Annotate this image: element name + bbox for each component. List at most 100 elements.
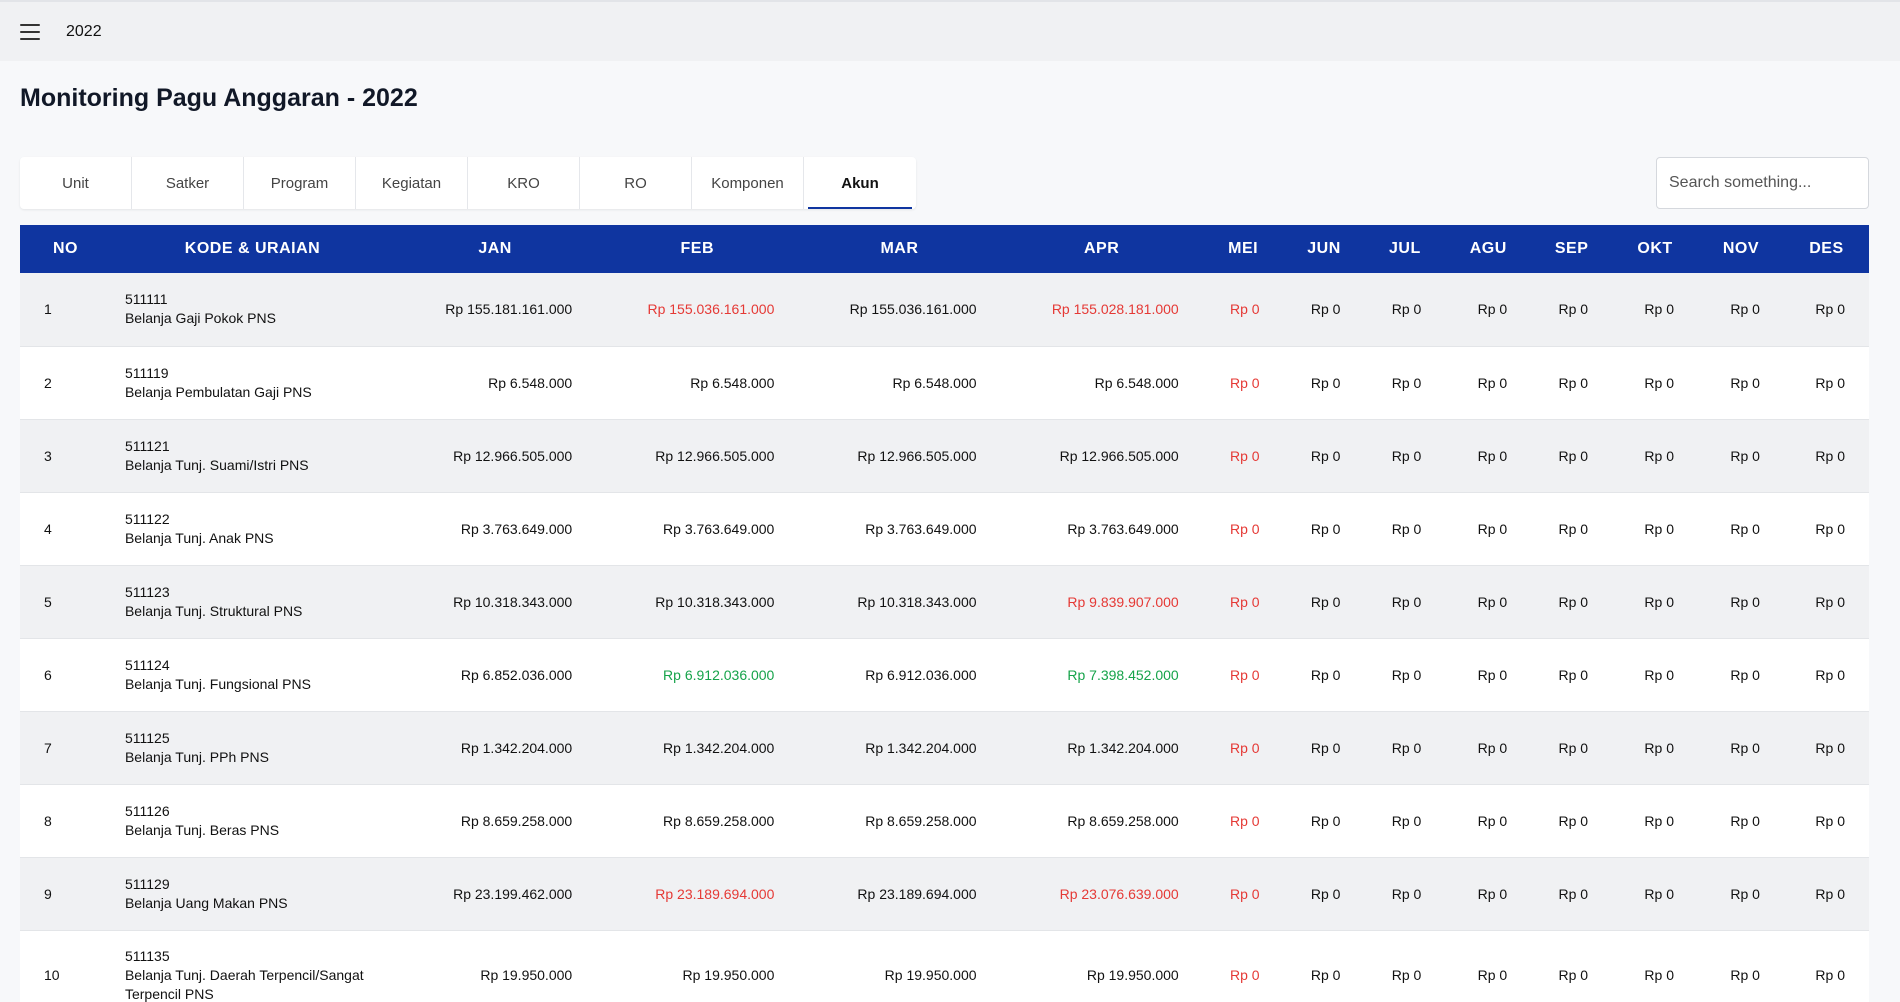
amount-cell: Rp 3.763.649.000	[596, 492, 799, 566]
tab-kegiatan[interactable]: Kegiatan	[356, 157, 468, 209]
amount-cell: Rp 6.548.000	[394, 346, 597, 420]
amount-cell: Rp 0	[1202, 711, 1284, 785]
table-row[interactable]: 7 511125 Belanja Tunj. PPh PNS Rp 1.342.204…	[20, 711, 1869, 785]
amount-cell: Rp 0	[1612, 857, 1698, 931]
tab-bar: Unit Satker Program Kegiatan KRO RO Komponen Ak…	[20, 157, 916, 209]
row-number: 7	[20, 711, 111, 785]
menu-icon[interactable]	[20, 23, 40, 40]
uraian-text: Belanja Gaji Pokok PNS	[124, 310, 276, 327]
amount-cell: Rp 19.950.000	[1000, 930, 1203, 1002]
kode-uraian-cell: 511126 Belanja Tunj. Beras PNS	[110, 784, 395, 858]
amount-cell: Rp 6.548.000	[798, 346, 1001, 420]
amount-cell: Rp 0	[1445, 273, 1532, 347]
amount-cell: Rp 0	[1531, 784, 1613, 858]
column-header[interactable]: JAN	[394, 225, 597, 273]
row-number: 2	[20, 346, 111, 420]
column-header[interactable]: FEB	[596, 225, 799, 273]
table-row[interactable]: 4 511122 Belanja Tunj. Anak PNS Rp 3.763.64…	[20, 492, 1869, 566]
kode-uraian-cell: 511119 Belanja Pembulatan Gaji PNS	[110, 346, 395, 420]
amount-cell: Rp 19.950.000	[798, 930, 1001, 1002]
table-row[interactable]: 2 511119 Belanja Pembulatan Gaji PNS Rp 6.5…	[20, 346, 1869, 420]
kode-text: 511125	[124, 729, 170, 746]
amount-cell: Rp 8.659.258.000	[394, 784, 597, 858]
column-header[interactable]: KODE & URAIAN	[110, 225, 395, 273]
table-row[interactable]: 3 511121 Belanja Tunj. Suami/Istri PNS Rp 1…	[20, 419, 1869, 493]
table-row[interactable]: 5 511123 Belanja Tunj. Struktural PNS Rp 10…	[20, 565, 1869, 639]
table-row[interactable]: 9 511129 Belanja Uang Makan PNS Rp 23.199.4…	[20, 857, 1869, 931]
amount-cell: Rp 0	[1697, 711, 1784, 785]
search-input[interactable]	[1656, 157, 1869, 209]
row-number: 4	[20, 492, 111, 566]
amount-cell: Rp 0	[1783, 565, 1869, 639]
amount-cell: Rp 0	[1612, 930, 1698, 1002]
tab-komponen[interactable]: Komponen	[692, 157, 804, 209]
amount-cell: Rp 0	[1531, 565, 1613, 639]
amount-cell: Rp 0	[1283, 711, 1365, 785]
table-row[interactable]: 8 511126 Belanja Tunj. Beras PNS Rp 8.659.2…	[20, 784, 1869, 858]
amount-cell: Rp 1.342.204.000	[596, 711, 799, 785]
amount-cell: Rp 0	[1202, 857, 1284, 931]
column-header[interactable]: DES	[1783, 225, 1869, 273]
uraian-text: Belanja Tunj. Daerah Terpencil/Sangat Te…	[124, 966, 364, 1002]
tab-program[interactable]: Program	[244, 157, 356, 209]
kode-uraian-cell: 511123 Belanja Tunj. Struktural PNS	[110, 565, 395, 639]
tab-kro[interactable]: KRO	[468, 157, 580, 209]
amount-cell: Rp 3.763.649.000	[1000, 492, 1203, 566]
tab-satker[interactable]: Satker	[132, 157, 244, 209]
tab-unit[interactable]: Unit	[20, 157, 132, 209]
amount-cell: Rp 7.398.452.000	[1000, 638, 1203, 712]
table-row[interactable]: 6 511124 Belanja Tunj. Fungsional PNS Rp 6.…	[20, 638, 1869, 712]
amount-cell: Rp 0	[1445, 419, 1532, 493]
column-header[interactable]: OKT	[1612, 225, 1698, 273]
amount-cell: Rp 0	[1531, 930, 1613, 1002]
amount-cell: Rp 0	[1697, 346, 1784, 420]
row-number: 6	[20, 638, 111, 712]
column-header[interactable]: JUL	[1364, 225, 1446, 273]
column-header[interactable]: MEI	[1202, 225, 1284, 273]
column-header[interactable]: NO	[20, 225, 111, 273]
amount-cell: Rp 0	[1612, 273, 1698, 347]
amount-cell: Rp 0	[1783, 711, 1869, 785]
row-number: 3	[20, 419, 111, 493]
kode-uraian-cell: 511111 Belanja Gaji Pokok PNS	[110, 273, 395, 347]
amount-cell: Rp 155.028.181.000	[1000, 273, 1203, 347]
amount-cell: Rp 0	[1697, 565, 1784, 639]
amount-cell: Rp 0	[1531, 419, 1613, 493]
amount-cell: Rp 0	[1202, 565, 1284, 639]
amount-cell: Rp 23.189.694.000	[798, 857, 1001, 931]
amount-cell: Rp 0	[1202, 346, 1284, 420]
amount-cell: Rp 0	[1697, 930, 1784, 1002]
amount-cell: Rp 0	[1783, 346, 1869, 420]
column-header[interactable]: AGU	[1445, 225, 1532, 273]
table-row[interactable]: 1 511111 Belanja Gaji Pokok PNS Rp 155.181.…	[20, 273, 1869, 347]
amount-cell: Rp 6.912.036.000	[798, 638, 1001, 712]
tab-ro[interactable]: RO	[580, 157, 692, 209]
kode-uraian-cell: 511121 Belanja Tunj. Suami/Istri PNS	[110, 419, 395, 493]
amount-cell: Rp 1.342.204.000	[394, 711, 597, 785]
column-header[interactable]: NOV	[1697, 225, 1784, 273]
amount-cell: Rp 0	[1283, 857, 1365, 931]
page-title: Monitoring Pagu Anggaran - 2022	[20, 84, 418, 112]
amount-cell: Rp 0	[1612, 784, 1698, 858]
amount-cell: Rp 0	[1531, 346, 1613, 420]
tab-akun[interactable]: Akun	[804, 157, 916, 209]
uraian-text: Belanja Tunj. PPh PNS	[124, 748, 269, 765]
column-header[interactable]: APR	[1000, 225, 1203, 273]
amount-cell: Rp 12.966.505.000	[394, 419, 597, 493]
top-bar: 2022	[0, 0, 1900, 61]
amount-cell: Rp 23.076.639.000	[1000, 857, 1203, 931]
budget-table: NO KODE & URAIAN JAN FEB MAR APR MEI JUN JUL AGU S…	[20, 225, 1869, 1002]
amount-cell: Rp 6.852.036.000	[394, 638, 597, 712]
amount-cell: Rp 155.036.161.000	[596, 273, 799, 347]
kode-text: 511135	[124, 947, 170, 964]
table-row[interactable]: 10 511135 Belanja Tunj. Daerah Terpencil/S…	[20, 930, 1869, 1002]
column-header[interactable]: MAR	[798, 225, 1001, 273]
kode-text: 511129	[124, 875, 170, 892]
amount-cell: Rp 6.912.036.000	[596, 638, 799, 712]
amount-cell: Rp 155.036.161.000	[798, 273, 1001, 347]
amount-cell: Rp 19.950.000	[394, 930, 597, 1002]
column-header[interactable]: SEP	[1531, 225, 1613, 273]
amount-cell: Rp 0	[1697, 419, 1784, 493]
column-header[interactable]: JUN	[1283, 225, 1365, 273]
amount-cell: Rp 23.199.462.000	[394, 857, 597, 931]
